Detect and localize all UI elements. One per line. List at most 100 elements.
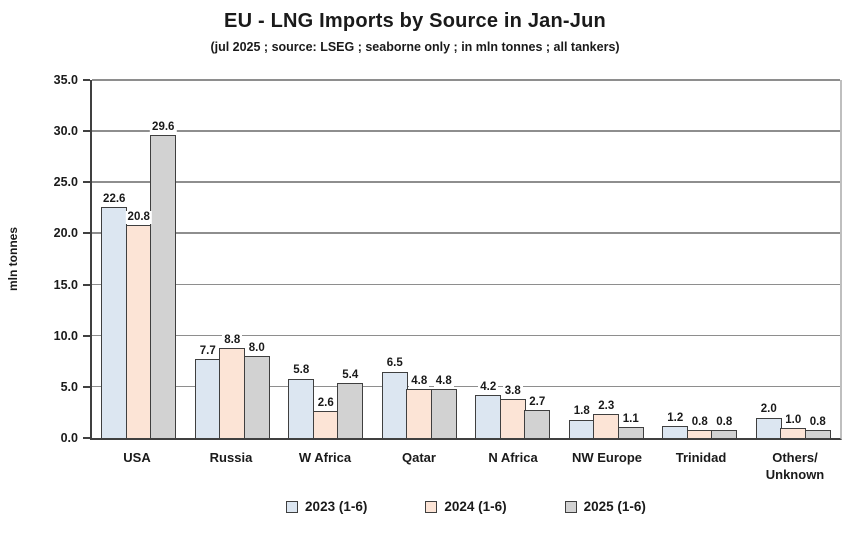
legend-swatch bbox=[425, 500, 438, 513]
bar: 0.8 bbox=[804, 415, 831, 438]
y-tick-mark bbox=[83, 437, 90, 439]
bar: 8.0 bbox=[243, 341, 270, 438]
bar: 2.6 bbox=[312, 397, 339, 438]
bar: 1.8 bbox=[568, 405, 595, 438]
bar-value-label: 2.0 bbox=[758, 403, 779, 417]
y-tick-mark bbox=[83, 79, 90, 81]
gridline bbox=[92, 334, 840, 337]
legend-item: 2024 (1-6) bbox=[425, 499, 507, 514]
bar: 0.8 bbox=[686, 415, 713, 438]
bar-value-label: 0.8 bbox=[689, 415, 710, 429]
bar-group: 2.0 1.0 0.8 bbox=[747, 80, 841, 438]
legend-label: 2024 (1-6) bbox=[444, 499, 507, 514]
bar-group: 1.2 0.8 0.8 bbox=[653, 80, 747, 438]
bar: 4.8 bbox=[406, 374, 433, 438]
bar-value-label: 1.2 bbox=[665, 411, 686, 425]
bar: 5.4 bbox=[337, 368, 364, 438]
x-axis-label: N Africa bbox=[488, 450, 538, 465]
bar-value-label: 20.8 bbox=[125, 211, 152, 225]
bar: 4.8 bbox=[430, 374, 457, 438]
plot-area: 35.0 30.0 25.0 20.0 15.0 10.0 5.0 0.0 22.6 20.8 29… bbox=[54, 73, 842, 445]
y-tick-mark bbox=[83, 283, 90, 286]
bar-group: 7.7 8.8 8.0 bbox=[186, 80, 280, 438]
gridline bbox=[92, 283, 840, 286]
gridline bbox=[92, 385, 840, 388]
gridline bbox=[92, 79, 840, 81]
bar-value-label: 3.8 bbox=[502, 384, 523, 399]
legend-swatch bbox=[564, 500, 577, 513]
bar: 1.0 bbox=[780, 413, 807, 438]
bar-group: 22.6 20.8 29.6 bbox=[92, 80, 186, 438]
bar-value-label: 22.6 bbox=[101, 192, 128, 206]
bar-value-label: 0.8 bbox=[714, 415, 735, 429]
bar-value-label: 2.3 bbox=[596, 400, 617, 414]
chart-subtitle: (jul 2025 ; source: LSEG ; seaborne only… bbox=[210, 40, 620, 54]
bar-value-label: 8.8 bbox=[222, 333, 243, 347]
y-tick-label: 35.0 bbox=[53, 73, 78, 87]
bar: 1.2 bbox=[662, 411, 689, 438]
legend-item: 2025 (1-6) bbox=[564, 499, 646, 514]
bar-group: 6.5 4.8 4.8 bbox=[373, 80, 467, 438]
y-tick-label: 5.0 bbox=[60, 379, 78, 394]
y-tick-label: 25.0 bbox=[53, 175, 78, 190]
y-tick-label: 20.0 bbox=[53, 226, 78, 241]
chart-title: EU - LNG Imports by Source in Jan-Jun bbox=[224, 10, 606, 32]
legend-swatch bbox=[286, 500, 299, 513]
bar-value-label: 1.0 bbox=[783, 413, 804, 427]
x-axis-label: USA bbox=[123, 450, 151, 465]
x-axis-label: Qatar bbox=[402, 450, 436, 465]
bar-value-label: 6.5 bbox=[384, 357, 405, 371]
bar: 2.0 bbox=[755, 403, 782, 438]
bar-value-label: 4.8 bbox=[433, 374, 454, 388]
bar: 0.8 bbox=[711, 415, 738, 438]
bar: 2.7 bbox=[524, 396, 551, 438]
bar: 5.8 bbox=[288, 364, 315, 438]
y-tick-mark bbox=[83, 232, 90, 235]
bar: 8.8 bbox=[219, 333, 246, 438]
legend-label: 2023 (1-6) bbox=[305, 499, 368, 514]
y-tick-mark bbox=[83, 334, 90, 337]
legend-label: 2025 (1-6) bbox=[583, 499, 646, 514]
bar-group: 4.2 3.8 2.7 bbox=[466, 80, 560, 438]
bar: 2.3 bbox=[593, 400, 620, 438]
bar-value-label: 0.8 bbox=[807, 415, 828, 429]
bar-value-label: 5.4 bbox=[340, 368, 361, 382]
legend: 2023 (1-6) 2024 (1-6) 2025 (1-6) bbox=[90, 499, 842, 514]
x-axis-label: Trinidad bbox=[675, 450, 727, 465]
bar: 7.7 bbox=[194, 345, 221, 438]
bar-value-label: 4.8 bbox=[409, 374, 430, 388]
bar-value-label: 7.7 bbox=[197, 345, 218, 359]
bar: 6.5 bbox=[381, 357, 408, 438]
y-tick-mark bbox=[83, 385, 90, 388]
bar-group: 5.8 2.6 5.4 bbox=[279, 80, 373, 438]
x-axis-label: Others/ Unknown bbox=[765, 450, 825, 482]
gridline bbox=[92, 181, 840, 183]
y-axis-title: mln tonnes bbox=[6, 227, 20, 292]
x-axis-label: W Africa bbox=[298, 450, 352, 465]
gridline bbox=[92, 232, 840, 234]
bar: 20.8 bbox=[125, 211, 152, 438]
x-axis-labels: USA Russia W Africa Qatar N Africa NW Europe T… bbox=[90, 450, 842, 484]
y-tick-label: 15.0 bbox=[53, 277, 78, 292]
bar: 22.6 bbox=[101, 192, 128, 438]
bar: 29.6 bbox=[150, 121, 177, 438]
bar: 3.8 bbox=[499, 384, 526, 438]
bar-value-label: 2.7 bbox=[527, 396, 548, 410]
bar-value-label: 1.8 bbox=[571, 405, 592, 419]
bars-layer: 22.6 20.8 29.6 7.7 8.8 8.0 5.8 2.6 5.4 6.5 4.8 4.8 4… bbox=[92, 80, 840, 438]
bar: 4.2 bbox=[475, 380, 502, 438]
y-tick-label: 10.0 bbox=[53, 328, 78, 343]
x-axis-label: Russia bbox=[209, 450, 253, 465]
y-tick-label: 30.0 bbox=[53, 124, 78, 139]
y-tick-label: 0.0 bbox=[60, 431, 78, 445]
bar-value-label: 5.8 bbox=[291, 364, 312, 378]
bar-value-label: 29.6 bbox=[150, 121, 177, 135]
gridline bbox=[92, 130, 840, 132]
bar-value-label: 1.1 bbox=[620, 412, 641, 426]
x-axis-label: NW Europe bbox=[571, 450, 643, 465]
bar: 1.1 bbox=[617, 412, 644, 438]
bar-group: 1.8 2.3 1.1 bbox=[560, 80, 654, 438]
legend-item: 2023 (1-6) bbox=[286, 499, 367, 514]
y-tick-mark bbox=[83, 130, 90, 133]
